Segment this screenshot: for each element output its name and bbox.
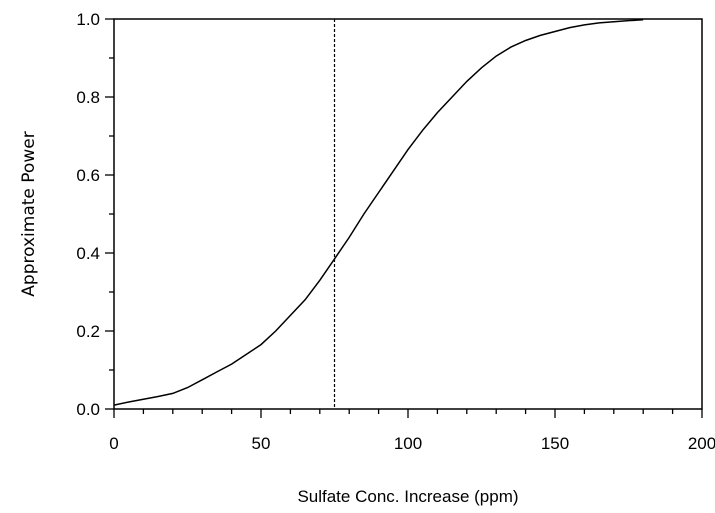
y-tick-label: 1.0 <box>76 10 100 29</box>
y-axis-ticks <box>105 18 114 410</box>
x-tick-label: 50 <box>252 434 271 453</box>
x-tick-label: 100 <box>394 434 422 453</box>
y-tick-label: 0.8 <box>76 88 100 107</box>
power-curve-line <box>113 19 644 406</box>
y-axis-title: Approximate Power <box>19 131 39 296</box>
x-tick-label: 150 <box>541 434 569 453</box>
x-axis-ticks <box>113 409 703 418</box>
x-tick-label: 200 <box>688 434 715 453</box>
x-axis-tick-labels: 0 50 100 150 200 <box>109 434 715 453</box>
y-tick-label: 0.2 <box>76 322 100 341</box>
x-tick-label: 0 <box>109 434 118 453</box>
y-tick-label: 0.6 <box>76 166 100 185</box>
y-tick-label: 0.4 <box>76 244 100 263</box>
y-axis-tick-labels: 0.0 0.2 0.4 0.6 0.8 1.0 <box>76 10 100 419</box>
plot-frame <box>113 18 703 410</box>
y-tick-label: 0.0 <box>76 400 100 419</box>
x-axis-title: Sulfate Conc. Increase (ppm) <box>297 487 518 506</box>
